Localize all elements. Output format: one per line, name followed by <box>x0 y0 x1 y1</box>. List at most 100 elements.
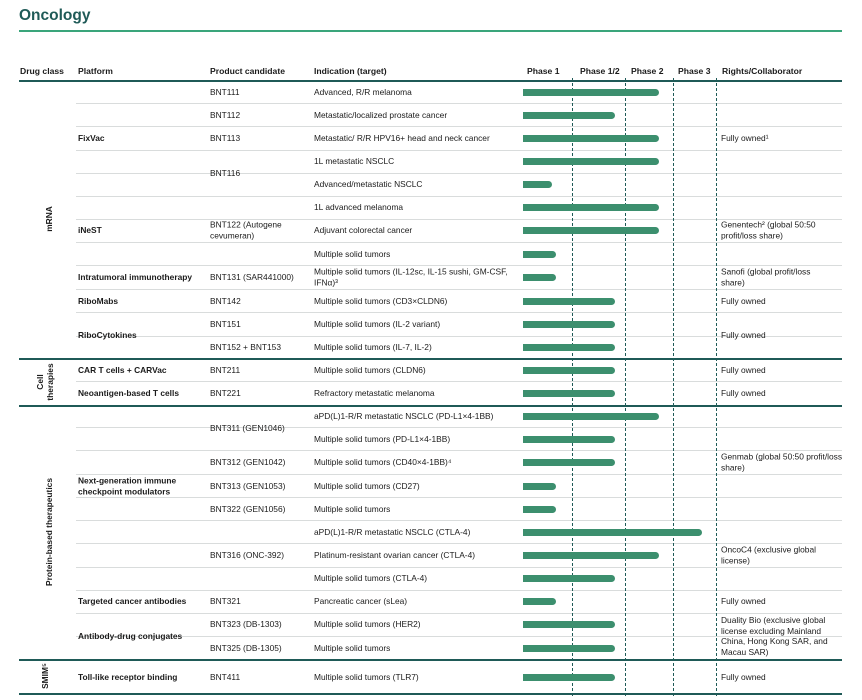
indication-label: Multiple solid tumors (CD27) <box>314 480 420 491</box>
row-divider <box>76 312 842 313</box>
indication-label: Refractory metastatic melanoma <box>314 387 435 398</box>
row-divider <box>76 196 842 197</box>
phase-progress-bar <box>523 273 556 281</box>
product-candidate: BNT311 (GEN1046) <box>210 422 285 433</box>
rights-collaborator: Fully owned <box>721 295 766 306</box>
phase-boundary <box>716 78 717 696</box>
product-candidate: BNT142 <box>210 295 241 306</box>
product-candidate: BNT321 <box>210 595 241 606</box>
indication-label: Multiple solid tumors (CD40×4-1BB)⁴ <box>314 456 452 467</box>
rights-collaborator: Fully owned <box>721 671 766 682</box>
rights-collaborator: Fully owned <box>721 595 766 606</box>
phase-progress-bar <box>523 226 659 234</box>
phase-progress-bar <box>523 320 615 328</box>
indication-label: Advanced/metastatic NSCLC <box>314 178 423 189</box>
section-divider <box>19 659 842 661</box>
indication-label: Metastatic/localized prostate cancer <box>314 109 448 120</box>
product-candidate: BNT131 (SAR441000) <box>210 271 294 282</box>
row-divider <box>76 242 842 243</box>
product-candidate: BNT221 <box>210 387 241 398</box>
platform-label: RiboMabs <box>78 295 119 306</box>
phase-progress-bar <box>523 505 556 513</box>
header-phase3: Phase 3 <box>678 66 711 76</box>
phase-progress-bar <box>523 297 615 305</box>
product-candidate: BNT211 <box>210 364 241 375</box>
indication-label: 1L advanced melanoma <box>314 201 404 212</box>
indication-label: Pancreatic cancer (sLea) <box>314 595 408 606</box>
phase-progress-bar <box>523 620 615 628</box>
header-phase1: Phase 1 <box>527 66 560 76</box>
row-divider <box>76 450 842 451</box>
product-candidate: BNT312 (GEN1042) <box>210 456 286 467</box>
phase-boundary <box>625 78 626 696</box>
platform-label: iNeST <box>78 224 102 235</box>
row-divider <box>76 265 842 266</box>
indication-label: Metastatic/ R/R HPV16+ head and neck can… <box>314 132 490 143</box>
drug-class-label: mRNA <box>44 206 54 232</box>
phase-progress-bar <box>523 88 659 96</box>
indication-label: Multiple solid tumors (TLR7) <box>314 671 419 682</box>
product-candidate: BNT325 (DB-1305) <box>210 642 282 653</box>
row-divider <box>76 590 842 591</box>
product-candidate: BNT152 + BNT153 <box>210 341 281 352</box>
platform-label: RiboCytokines <box>78 329 137 340</box>
product-candidate: BNT323 (DB-1303) <box>210 618 282 629</box>
indication-label: Multiple solid tumors <box>314 248 391 259</box>
row-divider <box>76 543 842 544</box>
phase-progress-bar <box>523 389 615 397</box>
indication-label: Multiple solid tumors (CD3×CLDN6) <box>314 295 448 306</box>
rights-collaborator: Fully owned <box>721 387 766 398</box>
phase-progress-bar <box>523 528 702 536</box>
phase-progress-bar <box>523 111 615 119</box>
row-divider <box>76 381 842 382</box>
header-indication: Indication (target) <box>314 66 387 76</box>
row-divider <box>76 636 842 637</box>
row-divider <box>76 219 842 220</box>
phase-progress-bar <box>523 458 615 466</box>
row-divider <box>76 497 842 498</box>
section-divider <box>19 693 842 695</box>
phase-progress-bar <box>523 203 659 211</box>
phase-progress-bar <box>523 134 659 142</box>
indication-label: Multiple solid tumors (CLDN6) <box>314 364 426 375</box>
phase-progress-bar <box>523 574 615 582</box>
phase-progress-bar <box>523 482 556 490</box>
row-divider <box>76 474 842 475</box>
rights-collaborator: Fully owned¹ <box>721 132 769 143</box>
platform-label: CAR T cells + CARVac <box>78 364 167 375</box>
drug-class-label: SMIM⁵ <box>40 663 50 689</box>
rights-collaborator: Fully owned <box>721 329 766 340</box>
product-candidate: BNT322 (GEN1056) <box>210 503 286 514</box>
phase-progress-bar <box>523 180 552 188</box>
header-divider <box>19 80 842 82</box>
indication-label: Multiple solid tumors (CTLA-4) <box>314 572 428 583</box>
phase-progress-bar <box>523 157 659 165</box>
phase-progress-bar <box>523 412 659 420</box>
indication-label: aPD(L)1-R/R metastatic NSCLC (PD-L1×4-1B… <box>314 410 494 421</box>
platform-label: Next-generation immune checkpoint modula… <box>78 475 177 497</box>
row-divider <box>76 150 842 151</box>
title-rule <box>19 30 842 32</box>
phase-boundary <box>572 78 573 696</box>
indication-label: Adjuvant colorectal cancer <box>314 224 413 235</box>
indication-label: Platinum-resistant ovarian cancer (CTLA-… <box>314 549 476 560</box>
drug-class-label: Cell therapies <box>35 363 55 401</box>
product-candidate: BNT151 <box>210 318 241 329</box>
section-divider <box>19 405 842 407</box>
platform-label: Toll-like receptor binding <box>78 671 178 682</box>
row-divider <box>76 427 842 428</box>
row-divider <box>76 173 842 174</box>
phase-progress-bar <box>523 435 615 443</box>
platform-label: Targeted cancer antibodies <box>78 595 187 606</box>
indication-label: Multiple solid tumors (IL-2 variant) <box>314 318 441 329</box>
row-divider <box>76 103 842 104</box>
indication-label: Multiple solid tumors (IL-7, IL-2) <box>314 341 432 352</box>
product-candidate: BNT411 <box>210 671 241 682</box>
platform-label: Intratumoral immunotherapy <box>78 271 193 282</box>
rights-collaborator: Genentech² (global 50:50 profit/loss sha… <box>721 219 816 241</box>
product-candidate: BNT316 (ONC-392) <box>210 549 285 560</box>
phase-progress-bar <box>523 597 556 605</box>
rights-collaborator: OncoC4 (exclusive global license) <box>721 544 816 566</box>
header-drug-class: Drug class <box>20 66 64 76</box>
header-phase12: Phase 1/2 <box>580 66 620 76</box>
